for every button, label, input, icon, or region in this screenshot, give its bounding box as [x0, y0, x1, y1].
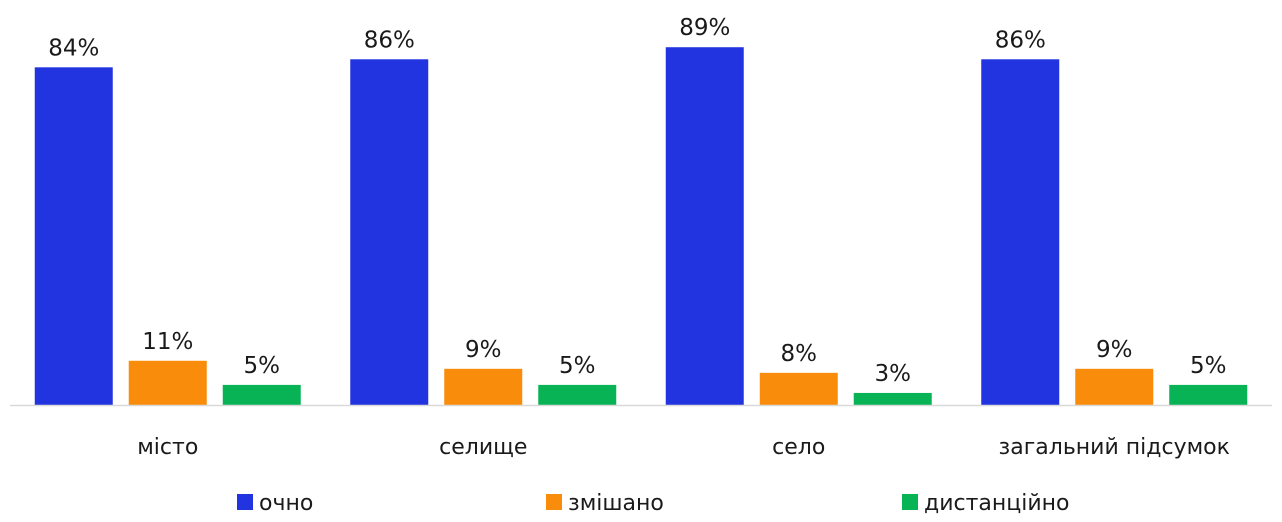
value-label: 86% [995, 27, 1046, 53]
bar-очно-загальний підсумок [981, 59, 1060, 405]
bar-змішано-селище [444, 368, 523, 405]
bar-змішано-місто [128, 360, 207, 405]
legend: очно змішано дистанційно [237, 491, 1070, 516]
value-label: 9% [1096, 337, 1133, 363]
category-label: село [772, 435, 825, 460]
value-label: 11% [142, 329, 193, 355]
value-label: 89% [679, 15, 730, 41]
legend-swatch-змішано [546, 494, 562, 510]
value-label: 8% [781, 341, 818, 367]
bar-очно-село [665, 47, 744, 405]
category-label: місто [137, 435, 198, 460]
legend-label: змішано [568, 491, 664, 516]
value-labels-layer: 84% 11% 5% 86% 9% 5% 89% 8% 3% 86% 9% 5% [48, 15, 1226, 387]
category-labels-layer: місто селище село загальний підсумок [137, 435, 1230, 460]
legend-label: очно [259, 491, 313, 516]
value-label: 5% [1190, 353, 1227, 379]
legend-swatch-очно [237, 494, 253, 510]
legend-swatch-дистанційно [902, 494, 918, 510]
bar-змішано-загальний підсумок [1075, 368, 1154, 405]
value-label: 3% [875, 361, 912, 387]
category-label: селище [439, 435, 527, 460]
bar-очно-селище [350, 59, 429, 405]
value-label: 5% [559, 353, 596, 379]
bar-очно-місто [34, 67, 113, 405]
value-label: 84% [48, 35, 99, 61]
bar-дистанційно-селище [538, 384, 617, 405]
category-label: загальний підсумок [999, 435, 1230, 460]
bars-layer [34, 47, 1248, 405]
bar-дистанційно-місто [222, 384, 301, 405]
value-label: 5% [244, 353, 281, 379]
bar-змішано-село [759, 372, 838, 405]
legend-label: дистанційно [924, 491, 1070, 516]
value-label: 9% [465, 337, 502, 363]
value-label: 86% [364, 27, 415, 53]
bar-дистанційно-загальний підсумок [1169, 384, 1248, 405]
bar-дистанційно-село [853, 392, 932, 405]
